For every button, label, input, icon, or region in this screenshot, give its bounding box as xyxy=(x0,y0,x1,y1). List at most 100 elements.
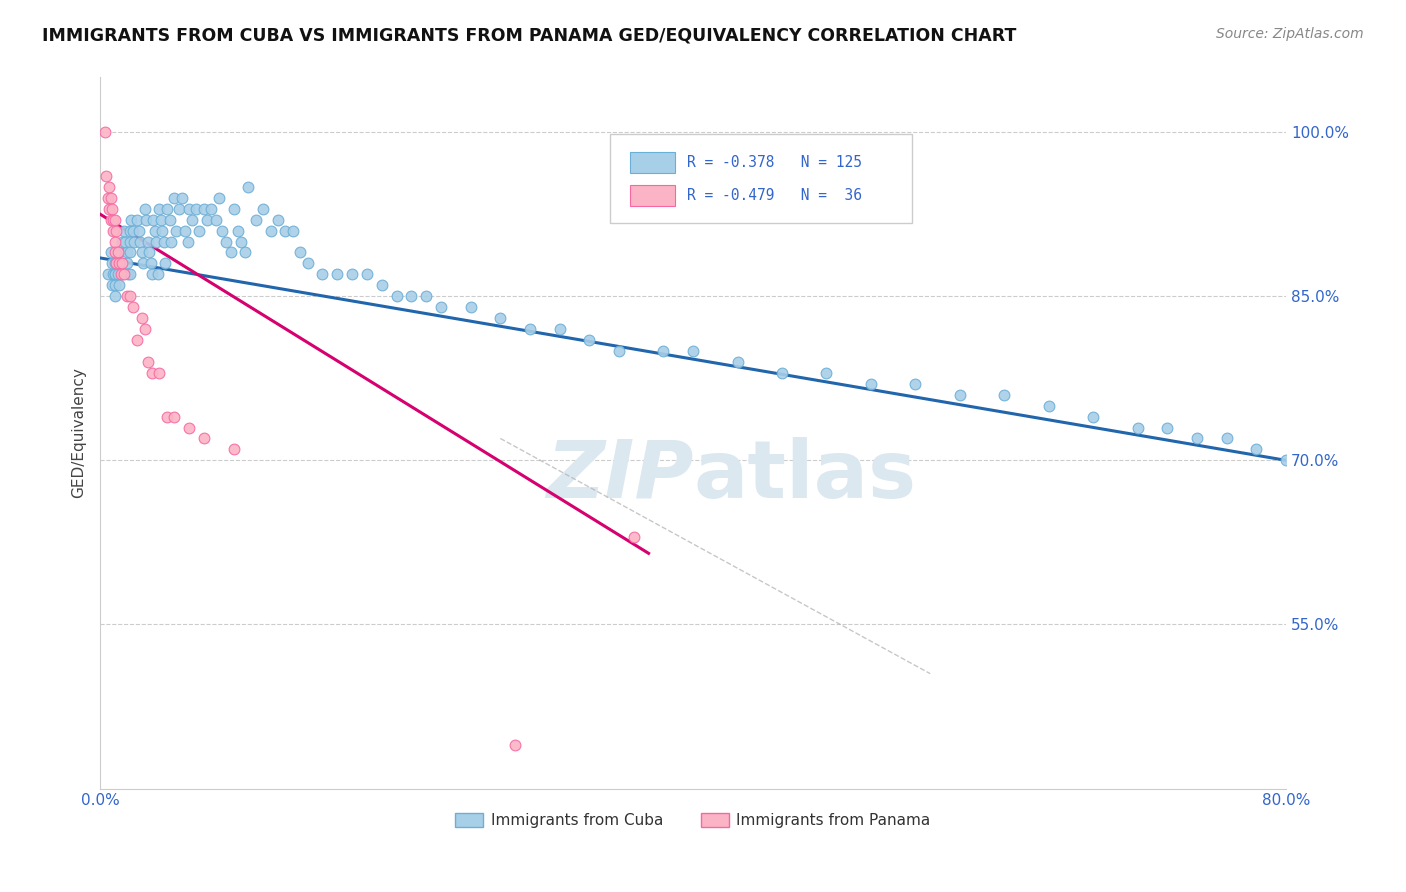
Point xyxy=(548,322,571,336)
Point xyxy=(141,366,163,380)
Point xyxy=(219,245,242,260)
Point xyxy=(340,268,363,282)
Point xyxy=(188,224,211,238)
Point xyxy=(195,212,218,227)
Point xyxy=(112,268,135,282)
Point xyxy=(98,179,121,194)
Point xyxy=(108,245,131,260)
Point xyxy=(682,343,704,358)
Point xyxy=(173,224,195,238)
Point xyxy=(297,256,319,270)
Point xyxy=(993,387,1015,401)
Point xyxy=(252,202,274,216)
Point xyxy=(578,333,600,347)
Point xyxy=(121,224,143,238)
Point xyxy=(96,191,118,205)
Point xyxy=(623,530,645,544)
Point xyxy=(193,432,215,446)
Point xyxy=(160,235,183,249)
Point xyxy=(107,245,129,260)
Point xyxy=(127,212,149,227)
Point xyxy=(727,355,749,369)
Point xyxy=(371,278,394,293)
Point xyxy=(117,268,139,282)
Point xyxy=(1275,453,1298,467)
Point xyxy=(170,191,193,205)
Point xyxy=(105,256,128,270)
Point xyxy=(134,202,156,216)
Point xyxy=(770,366,793,380)
Point xyxy=(98,202,121,216)
Point xyxy=(118,245,141,260)
Point xyxy=(121,300,143,314)
Point xyxy=(200,202,222,216)
Point xyxy=(100,245,122,260)
Point xyxy=(136,355,159,369)
Point xyxy=(132,256,155,270)
Point xyxy=(118,289,141,303)
Point xyxy=(149,212,172,227)
Point xyxy=(110,268,132,282)
Point xyxy=(139,256,162,270)
Point xyxy=(229,235,252,249)
Point xyxy=(430,300,453,314)
Point xyxy=(153,235,176,249)
FancyBboxPatch shape xyxy=(630,185,675,206)
Point xyxy=(146,268,169,282)
Point xyxy=(167,202,190,216)
Point xyxy=(104,235,127,249)
Point xyxy=(111,256,134,270)
Point xyxy=(134,322,156,336)
Point xyxy=(1246,442,1268,457)
Point xyxy=(1083,409,1105,424)
Point xyxy=(222,202,245,216)
Point xyxy=(104,278,127,293)
Point xyxy=(259,224,281,238)
Point xyxy=(1126,420,1149,434)
Point xyxy=(104,212,127,227)
Point xyxy=(143,224,166,238)
Point xyxy=(103,224,125,238)
Text: atlas: atlas xyxy=(693,437,917,515)
Point xyxy=(226,224,249,238)
Point xyxy=(101,278,124,293)
Text: R = -0.378   N = 125: R = -0.378 N = 125 xyxy=(688,155,862,170)
Point xyxy=(135,212,157,227)
Point xyxy=(103,268,125,282)
Point xyxy=(503,738,526,752)
Point xyxy=(949,387,972,401)
Point xyxy=(136,235,159,249)
Point xyxy=(104,245,127,260)
Point xyxy=(652,343,675,358)
Text: IMMIGRANTS FROM CUBA VS IMMIGRANTS FROM PANAMA GED/EQUIVALENCY CORRELATION CHART: IMMIGRANTS FROM CUBA VS IMMIGRANTS FROM … xyxy=(42,27,1017,45)
Point xyxy=(131,245,153,260)
Text: ZIP: ZIP xyxy=(546,437,693,515)
Point xyxy=(104,256,127,270)
Point xyxy=(215,235,238,249)
Point xyxy=(96,268,118,282)
Point xyxy=(177,202,200,216)
Point xyxy=(208,191,231,205)
Point xyxy=(193,202,215,216)
Point xyxy=(138,245,160,260)
Point xyxy=(114,235,136,249)
Point xyxy=(211,224,233,238)
Point xyxy=(94,169,117,183)
Point xyxy=(150,224,173,238)
Point xyxy=(141,268,163,282)
FancyBboxPatch shape xyxy=(610,135,912,223)
Point xyxy=(274,224,297,238)
Point xyxy=(460,300,482,314)
Point xyxy=(290,245,312,260)
Point xyxy=(93,125,115,139)
Legend: Immigrants from Cuba, Immigrants from Panama: Immigrants from Cuba, Immigrants from Pa… xyxy=(450,807,936,834)
Point xyxy=(104,268,127,282)
Point xyxy=(118,268,141,282)
Point xyxy=(142,212,165,227)
Point xyxy=(519,322,541,336)
Point xyxy=(120,212,142,227)
Point xyxy=(1038,399,1060,413)
Point xyxy=(222,442,245,457)
Point xyxy=(100,191,122,205)
Point xyxy=(100,212,122,227)
